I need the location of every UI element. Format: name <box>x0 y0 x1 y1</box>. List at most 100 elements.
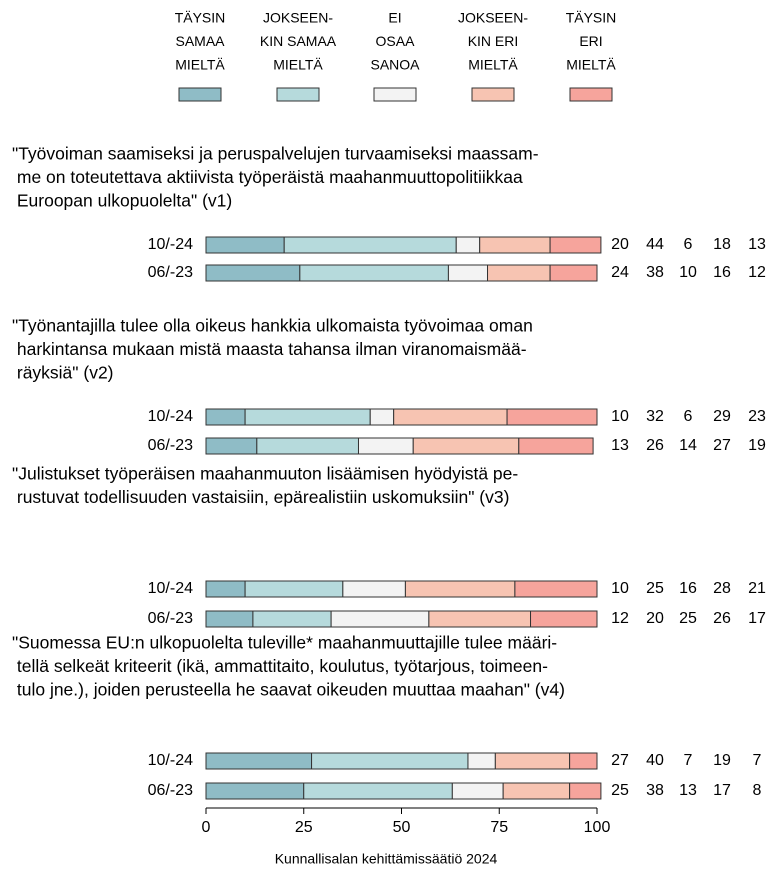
value-label: 38 <box>646 264 664 281</box>
legend-label: EI <box>388 10 401 26</box>
bar-segment <box>303 782 453 800</box>
bar-segment <box>569 782 602 800</box>
value-label: 26 <box>646 437 664 454</box>
value-label: 10 <box>611 408 629 425</box>
bar-segment <box>205 580 246 598</box>
value-label: 27 <box>611 752 629 769</box>
x-tick-label: 25 <box>295 819 313 836</box>
value-label: 38 <box>646 782 664 799</box>
value-label: 28 <box>713 580 731 597</box>
bar-segment <box>205 236 285 254</box>
row-label: 10/-24 <box>148 408 193 425</box>
value-label: 20 <box>646 610 664 627</box>
legend-label: SANOA <box>370 57 420 73</box>
x-tick-label: 50 <box>393 819 411 836</box>
bar-segment <box>428 610 532 628</box>
bar-segment <box>502 782 571 800</box>
bar-segment <box>494 752 571 770</box>
row-label: 06/-23 <box>148 782 193 799</box>
value-label: 12 <box>611 610 629 627</box>
legend-label: TÄYSIN <box>175 10 226 26</box>
bar-segment <box>549 236 602 254</box>
legend-label: KIN ERI <box>468 33 519 49</box>
value-label: 24 <box>611 264 629 281</box>
bar-segment <box>256 437 359 455</box>
question-text: tellä selkeät kriteerit (ikä, ammattitai… <box>12 656 548 676</box>
bar-segment <box>514 580 598 598</box>
bar-segment <box>299 264 449 282</box>
legend-swatch <box>178 87 222 102</box>
value-label: 8 <box>753 782 762 799</box>
value-label: 25 <box>679 610 697 627</box>
bar-segment <box>283 236 457 254</box>
x-tick-label: 0 <box>202 819 211 836</box>
bar-segment <box>205 752 313 770</box>
bar-segment <box>205 610 254 628</box>
question-text: räyksiä" (v2) <box>12 363 114 383</box>
bar-segment <box>342 580 406 598</box>
value-label: 27 <box>713 437 731 454</box>
row-label: 06/-23 <box>148 610 193 627</box>
bar-segment <box>369 408 395 426</box>
value-label: 20 <box>611 236 629 253</box>
value-label: 6 <box>684 408 693 425</box>
value-label: 32 <box>646 408 664 425</box>
bar-segment <box>252 610 332 628</box>
question-text: me on toteutettava aktiivista työperäist… <box>12 167 523 187</box>
legend-label: SAMAA <box>175 33 225 49</box>
value-label: 10 <box>679 264 697 281</box>
value-label: 23 <box>748 408 766 425</box>
value-label: 25 <box>646 580 664 597</box>
value-label: 26 <box>713 610 731 627</box>
value-label: 25 <box>611 782 629 799</box>
legend-label: ERI <box>579 33 602 49</box>
value-label: 7 <box>684 752 693 769</box>
legend-swatch <box>373 87 417 102</box>
question-text: "Työvoiman saamiseksi ja peruspalvelujen… <box>12 144 539 164</box>
bar-segment <box>330 610 430 628</box>
value-label: 29 <box>713 408 731 425</box>
value-label: 7 <box>753 752 762 769</box>
value-label: 13 <box>748 236 766 253</box>
value-label: 10 <box>611 580 629 597</box>
bar-segment <box>487 264 551 282</box>
question-text: rustuvat todellisuuden vastaisiin, epäre… <box>12 487 509 507</box>
value-label: 16 <box>679 580 697 597</box>
row-label: 10/-24 <box>148 752 193 769</box>
value-label: 12 <box>748 264 766 281</box>
value-label: 21 <box>748 580 766 597</box>
question-text: tulo jne.), joiden perusteella he saavat… <box>12 680 565 700</box>
value-label: 6 <box>684 236 693 253</box>
bar-segment <box>569 752 598 770</box>
value-label: 17 <box>713 782 731 799</box>
row-label: 10/-24 <box>148 236 193 253</box>
bar-segment <box>404 580 516 598</box>
question-text: harkintansa mukaan mistä maasta tahansa … <box>12 339 527 359</box>
legend-swatch <box>471 87 515 102</box>
bar-segment <box>311 752 469 770</box>
bar-segment <box>357 437 414 455</box>
value-label: 13 <box>679 782 697 799</box>
row-label: 10/-24 <box>148 580 193 597</box>
legend-label: OSAA <box>376 33 416 49</box>
legend-swatch <box>276 87 320 102</box>
bar-segment <box>393 408 508 426</box>
value-label: 13 <box>611 437 629 454</box>
row-label: 06/-23 <box>148 437 193 454</box>
legend-label: JOKSEEN- <box>458 10 528 26</box>
bar-segment <box>451 782 504 800</box>
value-label: 19 <box>713 752 731 769</box>
bar-segment <box>205 264 301 282</box>
bar-segment <box>447 264 489 282</box>
value-label: 44 <box>646 236 664 253</box>
bar-segment <box>412 437 520 455</box>
question-text: "Työnantajilla tulee olla oikeus hankkia… <box>12 316 533 336</box>
value-label: 16 <box>713 264 731 281</box>
bar-segment <box>549 264 598 282</box>
bar-segment <box>244 580 344 598</box>
value-label: 19 <box>748 437 766 454</box>
bar-segment <box>205 408 246 426</box>
bar-segment <box>518 437 594 455</box>
legend-label: MIELTÄ <box>468 57 518 73</box>
bar-segment <box>467 752 496 770</box>
